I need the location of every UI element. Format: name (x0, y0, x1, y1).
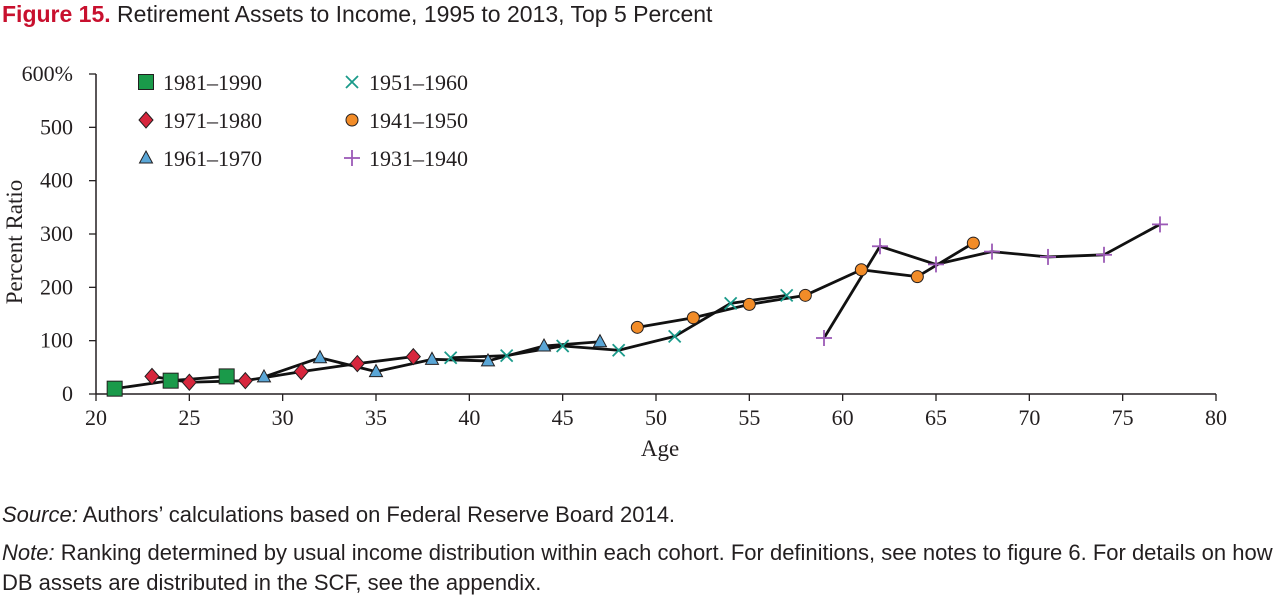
legend-item: 1951–1960 (345, 70, 468, 95)
data-point (816, 330, 832, 346)
note-text: Ranking determined by usual income distr… (2, 540, 1273, 595)
data-point (144, 367, 160, 386)
data-point (218, 368, 235, 385)
y-tick-label: 500 (40, 114, 73, 139)
data-point (966, 236, 980, 250)
data-point (686, 311, 700, 325)
data-point (480, 352, 496, 367)
figure-title: Figure 15. Retirement Assets to Income, … (2, 0, 712, 28)
chart-note: Note: Ranking determined by usual income… (2, 538, 1280, 598)
data-point (444, 351, 458, 365)
series-line (822, 223, 1161, 339)
y-tick-label: 600% (22, 61, 73, 86)
x-tick-label: 75 (1112, 405, 1134, 430)
y-tick-label: 300 (40, 221, 73, 246)
legend-label: 1981–1990 (163, 70, 262, 95)
data-point (536, 337, 552, 352)
note-lead: Note: (2, 540, 55, 565)
figure-label: Figure 15. (2, 1, 111, 27)
x-tick-label: 60 (832, 405, 854, 430)
x-tick-label: 80 (1205, 405, 1227, 430)
legend-marker (345, 75, 359, 89)
data-point (1152, 216, 1168, 233)
chart-series-markers (106, 216, 1168, 397)
x-tick-label: 65 (925, 405, 947, 430)
x-tick-label: 70 (1018, 405, 1040, 430)
data-point (312, 349, 328, 364)
data-point (854, 263, 868, 277)
legend-marker (344, 150, 360, 166)
data-point (349, 354, 365, 373)
source-text: Authors’ calculations based on Federal R… (77, 502, 676, 527)
x-tick-label: 35 (365, 405, 387, 430)
x-tick-label: 45 (552, 405, 574, 430)
legend-label: 1951–1960 (369, 70, 468, 95)
x-tick-label: 50 (645, 405, 667, 430)
data-point (630, 320, 644, 334)
chart: 20 25 30 35 40 45 50 55 60 65 70 75 80 0 100 200 300 400 5… (2, 61, 1227, 461)
legend-item: 1981–1990 (138, 70, 262, 95)
x-axis-label: Age (641, 436, 679, 461)
legend-marker (138, 111, 154, 129)
legend-item: 1931–1940 (344, 146, 468, 171)
y-tick-label: 0 (62, 381, 73, 406)
data-point (910, 270, 924, 284)
data-point (780, 288, 794, 302)
data-point (405, 347, 421, 366)
figure-title-text: Retirement Assets to Income, 1995 to 201… (117, 1, 713, 27)
chart-legend: 1981–1990 1971–1980 1961–1970 1951–1960 1941… (138, 70, 468, 171)
legend-label: 1931–1940 (369, 146, 468, 171)
x-tick-label: 20 (85, 405, 107, 430)
x-tick-label: 30 (272, 405, 294, 430)
legend-label: 1971–1980 (163, 108, 262, 133)
legend-item: 1941–1950 (345, 108, 468, 133)
data-point (368, 363, 384, 378)
chart-axes: 20 25 30 35 40 45 50 55 60 65 70 75 80 0 100 200 300 400 5… (2, 61, 1227, 461)
data-point (928, 256, 944, 273)
data-point (237, 371, 253, 390)
data-point (556, 339, 570, 353)
data-point (106, 380, 123, 397)
data-point (724, 296, 738, 310)
data-point (424, 351, 440, 365)
data-point (872, 238, 888, 255)
data-point (1040, 248, 1056, 265)
data-point (592, 333, 608, 348)
legend-item: 1971–1980 (138, 108, 262, 133)
data-point (500, 348, 514, 363)
data-point (293, 362, 309, 381)
y-tick-label: 100 (40, 328, 73, 353)
chart-series-lines (114, 223, 1161, 391)
data-point (162, 372, 179, 389)
series-line (450, 293, 787, 360)
source-note: Source: Authors’ calculations based on F… (2, 500, 675, 530)
x-tick-label: 40 (458, 405, 480, 430)
y-tick-label: 400 (40, 168, 73, 193)
data-point (798, 288, 812, 302)
legend-marker (138, 149, 154, 164)
data-point (1096, 246, 1112, 263)
y-axis-label: Percent Ratio (2, 180, 27, 305)
legend-marker (345, 113, 359, 127)
data-point (256, 368, 272, 383)
legend-label: 1941–1950 (369, 108, 468, 133)
legend-label: 1961–1970 (163, 146, 262, 171)
y-tick-label: 200 (40, 274, 73, 299)
data-point (181, 373, 197, 392)
data-point (668, 329, 682, 344)
source-lead: Source: (2, 502, 78, 527)
legend-marker (138, 74, 154, 90)
x-tick-label: 25 (178, 405, 200, 430)
x-tick-label: 55 (738, 405, 760, 430)
data-point (742, 297, 756, 311)
data-point (984, 243, 1000, 260)
legend-item: 1961–1970 (138, 146, 262, 171)
data-point (612, 343, 626, 357)
